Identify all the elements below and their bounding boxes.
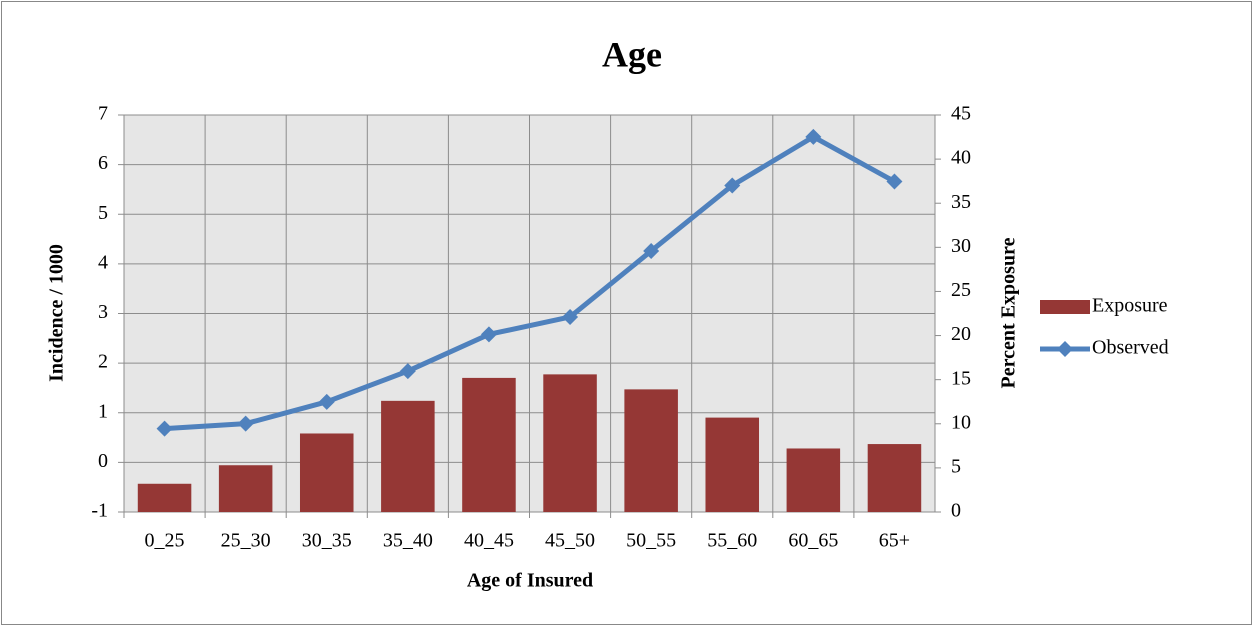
marker (318, 393, 335, 410)
y2-tick-label: 45 (951, 103, 971, 125)
line (164, 134, 896, 432)
y2-tick-label: 15 (951, 367, 971, 389)
y2-axis-label: Percent Exposure (998, 237, 1020, 388)
y-tick-label: 4 (98, 251, 108, 273)
y-tick-label: -1 (91, 500, 108, 522)
y2-tick-label: 25 (951, 279, 971, 301)
bar (218, 465, 273, 512)
marker (237, 415, 254, 432)
x-tick-label: 45_50 (545, 530, 595, 552)
y2-tick-label: 20 (951, 323, 971, 345)
marker (643, 242, 660, 259)
y2-tick-label: 40 (951, 147, 971, 169)
y2-tick-label: 5 (951, 455, 961, 477)
marker (562, 308, 579, 325)
y-tick-label: 0 (98, 450, 108, 472)
bar (381, 400, 435, 512)
legend-marker (1057, 341, 1073, 357)
x-tick-label: 55_60 (707, 530, 757, 552)
legend-label: Observed (1092, 337, 1169, 359)
bar (137, 483, 192, 512)
x-tick-label: 40_45 (464, 530, 514, 552)
y-tick-label: 7 (98, 103, 108, 125)
y-tick-label: 2 (98, 351, 108, 373)
bar (624, 389, 678, 512)
bar (705, 417, 760, 512)
bar (543, 374, 597, 512)
bar (786, 448, 841, 512)
bar (299, 433, 354, 512)
marker (886, 173, 903, 190)
x-tick-label: 65+ (879, 530, 910, 552)
x-tick-label: 0_25 (145, 530, 185, 552)
legend-swatch (1040, 300, 1090, 314)
chart-title: Age (602, 34, 662, 74)
y-tick-label: 6 (98, 152, 108, 174)
y2-tick-label: 10 (951, 411, 971, 433)
marker (156, 420, 173, 437)
y-tick-label: 3 (98, 301, 108, 323)
legend-label: Exposure (1092, 295, 1168, 317)
marker (480, 326, 497, 343)
y2-tick-label: 0 (951, 500, 961, 522)
y-tick-label: 5 (98, 202, 108, 224)
y2-tick-label: 30 (951, 235, 971, 257)
y-tick-label: 1 (98, 400, 108, 422)
marker (724, 177, 741, 194)
y2-tick-label: 35 (951, 191, 971, 213)
x-tick-label: 25_30 (221, 530, 271, 552)
x-axis-label: Age of Insured (467, 570, 593, 592)
x-tick-label: 30_35 (302, 530, 352, 552)
plot-frame (123, 114, 936, 513)
marker (805, 128, 822, 145)
bar (867, 444, 922, 512)
x-tick-label: 35_40 (383, 530, 433, 552)
y-axis-label: Incidence / 1000 (46, 244, 68, 382)
marker (399, 363, 416, 380)
x-tick-label: 60_65 (788, 530, 838, 552)
bar (462, 377, 516, 512)
x-tick-label: 50_55 (626, 530, 676, 552)
